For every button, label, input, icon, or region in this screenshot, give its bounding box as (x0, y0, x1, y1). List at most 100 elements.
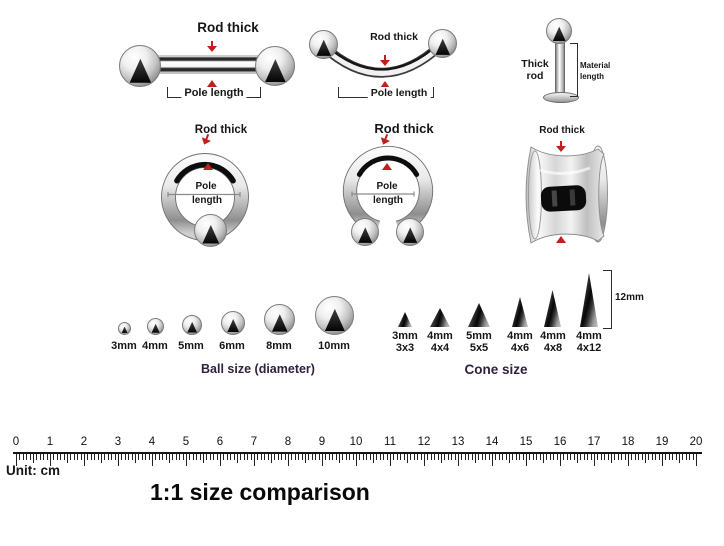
ruler-tick (560, 454, 561, 466)
rod-thick-arrow-down-icon (380, 55, 390, 67)
ruler-number: 1 (46, 436, 54, 448)
ruler-number: 10 (349, 436, 363, 448)
ruler-tick (475, 454, 476, 463)
ruler-number: 16 (553, 436, 567, 448)
ruler-tick (87, 454, 89, 460)
ruler-tick (104, 454, 106, 460)
rod-thick-arrow-up-icon (382, 163, 392, 170)
ball-6mm-label: 6mm (219, 340, 245, 352)
ruler-tick (16, 454, 17, 466)
ruler-tick (587, 454, 589, 460)
cone-4-size-label: 4mm (507, 330, 533, 342)
ruler-tick (641, 454, 643, 460)
ruler-tick (223, 454, 225, 460)
ruler-tick (485, 454, 487, 460)
ruler-tick (335, 454, 337, 460)
ruler-tick (492, 454, 493, 466)
ruler-tick (624, 454, 626, 460)
ruler-tick (80, 454, 82, 460)
ruler-tick (56, 454, 58, 460)
ruler-tick (233, 454, 235, 460)
cone-6-size-label: 4mm (576, 330, 602, 342)
ruler-tick (665, 454, 667, 460)
ruler-tick (213, 454, 215, 460)
ruler-tick (315, 454, 317, 460)
ruler-tick (97, 454, 99, 460)
ruler-tick (206, 454, 208, 460)
ruler-tick (434, 454, 436, 460)
ruler-tick (298, 454, 300, 460)
ruler-tick (33, 454, 34, 463)
ruler-tick (498, 454, 500, 460)
ruler-tick (566, 454, 568, 460)
ruler-tick (349, 454, 351, 460)
ruler-tick (692, 454, 694, 460)
ruler-tick (94, 454, 96, 460)
ruler-tick (621, 454, 623, 460)
ruler-tick (679, 454, 680, 463)
ruler-tick (22, 454, 24, 460)
labret-material-bracket (570, 43, 578, 97)
ruler-number: 0 (12, 436, 20, 448)
ruler-tick (325, 454, 327, 460)
ruler-tick (145, 454, 147, 460)
ruler-tick (396, 454, 398, 460)
ruler-tick (362, 454, 364, 460)
cone-2-size-label: 4mm (427, 330, 453, 342)
ball-3mm (118, 322, 131, 335)
ruler-tick (118, 454, 119, 466)
cbr-rod-thick-label: Rod thick (194, 124, 248, 136)
ruler-tick (339, 454, 340, 463)
labret-ball (546, 18, 572, 44)
ruler-tick (359, 454, 361, 460)
ruler-tick (543, 454, 544, 463)
ruler-tick (67, 454, 68, 463)
ruler-tick (376, 454, 378, 460)
ruler-tick (277, 454, 279, 460)
ruler-tick (39, 454, 41, 460)
ruler-number: 8 (284, 436, 292, 448)
size-comparison-title: 1:1 size comparison (150, 479, 370, 505)
cbr-pole-label-line2: length (190, 195, 224, 206)
ball-5mm (182, 315, 202, 335)
ruler-tick (301, 454, 303, 460)
labret-thick-rod-label: Thick rod (521, 58, 549, 82)
ruler-number: 9 (318, 436, 326, 448)
ruler-number: 20 (689, 436, 703, 448)
ruler-tick (29, 454, 31, 460)
ruler-tick (373, 454, 374, 463)
ruler-tick (594, 454, 595, 466)
ruler-tick (63, 454, 65, 460)
ball-10mm (315, 296, 354, 335)
ruler-tick (454, 454, 456, 460)
ruler-tick (121, 454, 123, 460)
ruler-tick (628, 454, 629, 466)
horseshoe-right-ball (396, 218, 424, 246)
ruler-tick (101, 454, 102, 463)
ruler-tick (179, 454, 181, 460)
cone-height-label: 12mm (615, 292, 644, 303)
ruler-tick (230, 454, 232, 460)
ruler-number: 12 (417, 436, 431, 448)
ruler-tick (668, 454, 670, 460)
ruler-tick (196, 454, 198, 460)
ruler-tick (634, 454, 636, 460)
ruler-tick (352, 454, 354, 460)
ruler-tick (50, 454, 51, 466)
ruler-tick (658, 454, 660, 460)
ruler-tick (617, 454, 619, 460)
ruler-tick (570, 454, 572, 460)
cbr-pole-label-line1: ​Pole (193, 181, 219, 192)
ruler-tick (655, 454, 657, 460)
labret-stem (555, 40, 565, 94)
horseshoe-pole-label-line2: length (371, 195, 405, 206)
ruler-tick (260, 454, 262, 460)
cone-4-dim-label: 4x6 (510, 342, 530, 354)
ruler-tick (284, 454, 286, 460)
ruler-tick (226, 454, 228, 460)
ruler-tick (614, 454, 616, 460)
ruler-tick (420, 454, 422, 460)
rod-thick-arrow-down-icon (207, 41, 217, 53)
